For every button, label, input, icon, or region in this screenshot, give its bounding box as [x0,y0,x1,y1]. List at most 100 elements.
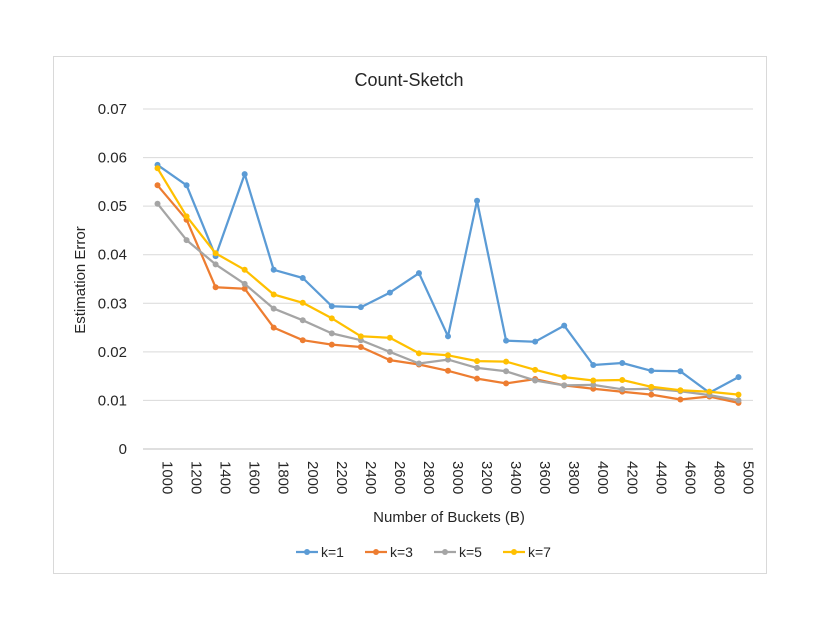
data-point [648,383,655,390]
data-point [503,368,510,375]
data-point [532,377,539,384]
x-tick-label: 2600 [391,461,408,494]
data-point [154,182,161,189]
data-point [299,299,306,306]
data-point [299,275,306,282]
data-point [183,237,190,244]
data-point [328,341,335,348]
data-point [445,356,451,363]
y-tick-label: 0.05 [98,198,127,215]
chart-title: Count-Sketch [354,70,463,90]
x-tick-label: 2400 [362,461,379,494]
data-point [241,266,248,273]
x-tick-label: 2800 [420,461,437,494]
gridlines [143,108,753,450]
chart-area [53,56,767,574]
data-point [415,360,422,367]
data-point [474,375,481,382]
data-point [445,352,451,359]
data-point [706,388,713,395]
x-tick-label: 5000 [739,461,756,494]
data-point [619,360,626,367]
data-point [677,387,684,394]
data-point [590,361,597,368]
data-point [270,324,277,331]
data-point [154,200,161,207]
data-point [270,305,277,312]
data-point [561,374,568,381]
data-point [503,380,510,387]
data-point [445,333,451,340]
x-tick-label: 1000 [159,461,176,494]
x-tick-label: 4800 [710,461,727,494]
data-point [212,284,219,291]
data-point [241,171,248,178]
legend-label: k=3 [390,544,413,560]
data-point [735,391,742,398]
data-point [386,334,393,341]
y-axis-label: Estimation Error [72,226,89,334]
data-point [474,364,481,371]
data-point [386,348,393,355]
data-point [328,315,335,322]
legend: k=1 k=3 k=5 k=7 [296,544,551,560]
x-tick-label: 3800 [565,461,582,494]
data-point [357,344,364,350]
data-point [532,366,539,373]
legend-marker [442,549,448,555]
data-point [648,391,655,398]
data-point [677,368,684,375]
x-tick-label: 1600 [246,461,263,494]
series-k=7 [154,165,742,398]
data-point [532,338,539,345]
x-tick-label: 1400 [217,461,234,494]
y-tick-label: 0.06 [98,150,127,167]
data-point [415,270,422,277]
data-point [299,337,306,344]
data-point [183,182,190,189]
legend-label: k=5 [459,544,482,560]
data-point [241,280,248,287]
x-tick-label: 3200 [478,461,495,494]
data-point [590,377,597,384]
data-point [154,165,161,172]
legend-label: k=7 [528,544,551,560]
x-tick-label: 3000 [449,461,466,494]
data-point [677,396,684,403]
data-point [561,322,568,329]
data-point [735,397,742,404]
data-point [503,337,510,344]
x-tick-label: 4200 [623,461,640,494]
data-point [735,374,742,381]
x-tick-label: 4600 [681,461,698,494]
legend-item: k=3 [365,544,413,560]
y-tick-label: 0.03 [98,295,127,312]
legend-item: k=1 [296,544,344,560]
data-point [183,213,190,220]
data-point [299,317,306,324]
x-axis-label: Number of Buckets (B) [373,509,525,526]
legend-marker [304,549,310,555]
y-tick-label: 0.02 [98,344,127,361]
data-point [386,357,393,364]
data-point [212,261,219,268]
y-tick-label: 0.01 [98,392,127,409]
data-point [415,350,422,357]
series-lines [154,161,742,406]
data-point [270,266,277,273]
data-point [357,333,364,340]
x-tick-label: 2200 [333,461,350,494]
x-tick-label: 2000 [304,461,321,494]
x-tick-label: 4400 [652,461,669,494]
data-point [503,358,510,365]
x-axis-ticks: 1000 1200 1400 1600 1800 2000 2200 2400 2600 2800… [159,461,757,494]
x-tick-label: 1800 [275,461,292,494]
data-point [474,358,481,365]
y-axis-ticks: 0 0.01 0.02 0.03 0.04 0.05 0.06 0.07 [98,101,127,458]
data-point [386,289,393,296]
data-point [270,291,277,298]
x-tick-label: 3400 [507,461,524,494]
data-point [561,382,568,389]
data-point [212,250,219,257]
